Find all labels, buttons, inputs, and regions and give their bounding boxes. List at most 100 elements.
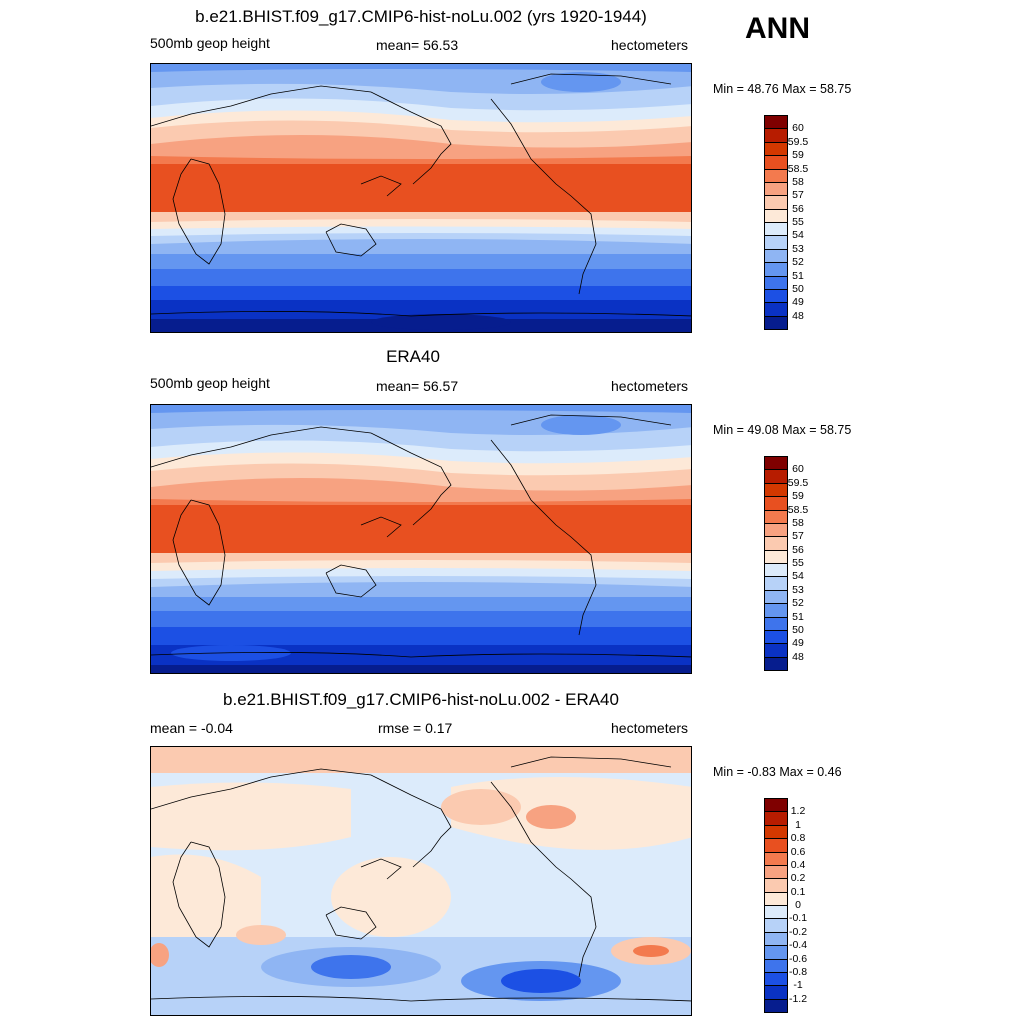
panel-3-rmse-label: rmse = 0.17	[378, 720, 453, 736]
colorbar-swatch	[764, 302, 788, 317]
colorbar-tick-label: 48	[792, 309, 804, 322]
colorbar-swatch	[764, 496, 788, 511]
colorbar-swatch	[764, 958, 788, 973]
colorbar-swatch	[764, 576, 788, 591]
panel-1-minmax: Min = 48.76 Max = 58.75	[713, 82, 852, 96]
colorbar-tick-label: -0.2	[788, 925, 808, 938]
panel-3-title: b.e21.BHIST.f09_g17.CMIP6-hist-noLu.002 …	[223, 690, 619, 709]
colorbar-tick-label: 59.5	[787, 476, 809, 489]
colorbar-swatch	[764, 522, 788, 538]
panel-1-map	[150, 63, 692, 333]
colorbar-tick-label: 0.1	[790, 885, 806, 898]
panel-3-minmax: Min = -0.83 Max = 0.46	[713, 765, 842, 779]
colorbar-tick-label: 56	[792, 543, 804, 556]
colorbar-tick-label: 52	[792, 256, 804, 269]
colorbar-tick-label: 60	[792, 463, 804, 476]
colorbar-swatch	[764, 262, 788, 277]
panel-1-variable-label: 500mb geop height	[150, 35, 270, 51]
colorbar-tick-label: 56	[792, 202, 804, 215]
colorbar-swatch	[764, 181, 788, 197]
colorbar-tick-label: 57	[792, 189, 804, 202]
panel-1-mean-label: mean= 56.53	[376, 37, 459, 53]
colorbar-swatch	[764, 536, 788, 551]
colorbar-tick-label: 51	[792, 269, 804, 282]
colorbar-swatch	[764, 931, 788, 947]
colorbar-swatch	[764, 998, 788, 1013]
panel-2-variable-label: 500mb geop height	[150, 375, 270, 391]
colorbar-tick-label: -0.6	[788, 952, 808, 965]
panel-3-mean-label: mean = -0.04	[150, 720, 233, 736]
colorbar-tick-label: 59.5	[787, 135, 809, 148]
colorbar-tick-label: -0.1	[788, 912, 808, 925]
colorbar-tick-label: 0.6	[790, 845, 806, 858]
season-label: ANN	[745, 12, 810, 45]
panel-1-units-label: hectometers	[611, 37, 689, 53]
colorbar-swatch	[764, 905, 788, 920]
colorbar-tick-label: 59	[792, 149, 804, 162]
colorbar-swatch	[764, 549, 788, 564]
colorbar-tick-label: 53	[792, 242, 804, 255]
colorbar-swatch	[764, 838, 788, 853]
colorbar-swatch	[764, 128, 788, 143]
colorbar-swatch	[764, 798, 788, 813]
colorbar-tick-label: 55	[792, 216, 804, 228]
colorbar-swatch	[764, 603, 788, 618]
panel-2-mean-label: mean= 56.57	[376, 378, 459, 394]
colorbar-swatch	[764, 235, 788, 250]
colorbar-tick-label: 0.2	[790, 872, 806, 885]
panel-2-minmax: Min = 49.08 Max = 58.75	[713, 423, 852, 437]
colorbar-swatch	[764, 195, 788, 210]
colorbar-tick-label: 52	[792, 597, 804, 610]
panel-2-colorbar: 60 59.5 59 58.5 58 57 56 55 54 53 52 51 50 49 48	[764, 456, 808, 671]
colorbar-swatch	[764, 222, 788, 237]
colorbar-tick-label: -0.4	[788, 939, 808, 952]
colorbar-tick-label: -1.2	[788, 992, 808, 1005]
colorbar-tick-label: 0.4	[790, 858, 806, 871]
colorbar-swatch	[764, 643, 788, 658]
colorbar-swatch	[764, 248, 788, 264]
colorbar-tick-label: 59	[792, 490, 804, 503]
colorbar-swatch	[764, 589, 788, 605]
colorbar-swatch	[764, 563, 788, 578]
panel-2-units-label: hectometers	[611, 378, 689, 394]
colorbar-swatch	[764, 918, 788, 933]
colorbar-tick-label: 1.2	[790, 805, 806, 818]
panel-3-units-label: hectometers	[611, 720, 689, 736]
colorbar-tick-label: 50	[792, 282, 804, 295]
colorbar-swatch	[764, 208, 788, 223]
colorbar-tick-label: 58.5	[787, 162, 809, 175]
panel-1-title: b.e21.BHIST.f09_g17.CMIP6-hist-noLu.002 …	[195, 7, 647, 26]
colorbar-swatch	[764, 864, 788, 880]
colorbar-swatch	[764, 945, 788, 960]
colorbar-swatch	[764, 824, 788, 840]
colorbar-tick-label: -1	[793, 979, 803, 992]
panel-2-title: ERA40	[386, 347, 440, 366]
colorbar-swatch	[764, 141, 788, 157]
colorbar-tick-label: 58	[792, 175, 804, 188]
colorbar-swatch	[764, 971, 788, 987]
colorbar-swatch	[764, 482, 788, 498]
colorbar-tick-label: 49	[792, 296, 804, 309]
colorbar-swatch	[764, 275, 788, 290]
colorbar-swatch	[764, 315, 788, 330]
colorbar-tick-label: 50	[792, 623, 804, 636]
panel-1-colorbar: 60 59.5 59 58.5 58 57 56 55 54 53 52 51 50 49 48	[764, 115, 808, 330]
colorbar-tick-label: 53	[792, 583, 804, 596]
panel-2-map	[150, 404, 692, 674]
colorbar-swatch	[764, 288, 788, 304]
colorbar-tick-label: 57	[792, 530, 804, 543]
colorbar-swatch	[764, 811, 788, 826]
colorbar-swatch	[764, 629, 788, 645]
colorbar-tick-label: 60	[792, 122, 804, 135]
colorbar-tick-label: 49	[792, 637, 804, 650]
colorbar-tick-label: 1	[795, 818, 801, 831]
colorbar-tick-label: 54	[792, 229, 804, 242]
colorbar-swatch	[764, 456, 788, 471]
colorbar-swatch	[764, 115, 788, 130]
colorbar-tick-label: 48	[792, 650, 804, 663]
colorbar-tick-label: 51	[792, 610, 804, 623]
colorbar-tick-label: 55	[792, 557, 804, 569]
colorbar-tick-label: -0.8	[788, 965, 808, 978]
colorbar-swatch	[764, 155, 788, 170]
colorbar-swatch	[764, 985, 788, 1000]
